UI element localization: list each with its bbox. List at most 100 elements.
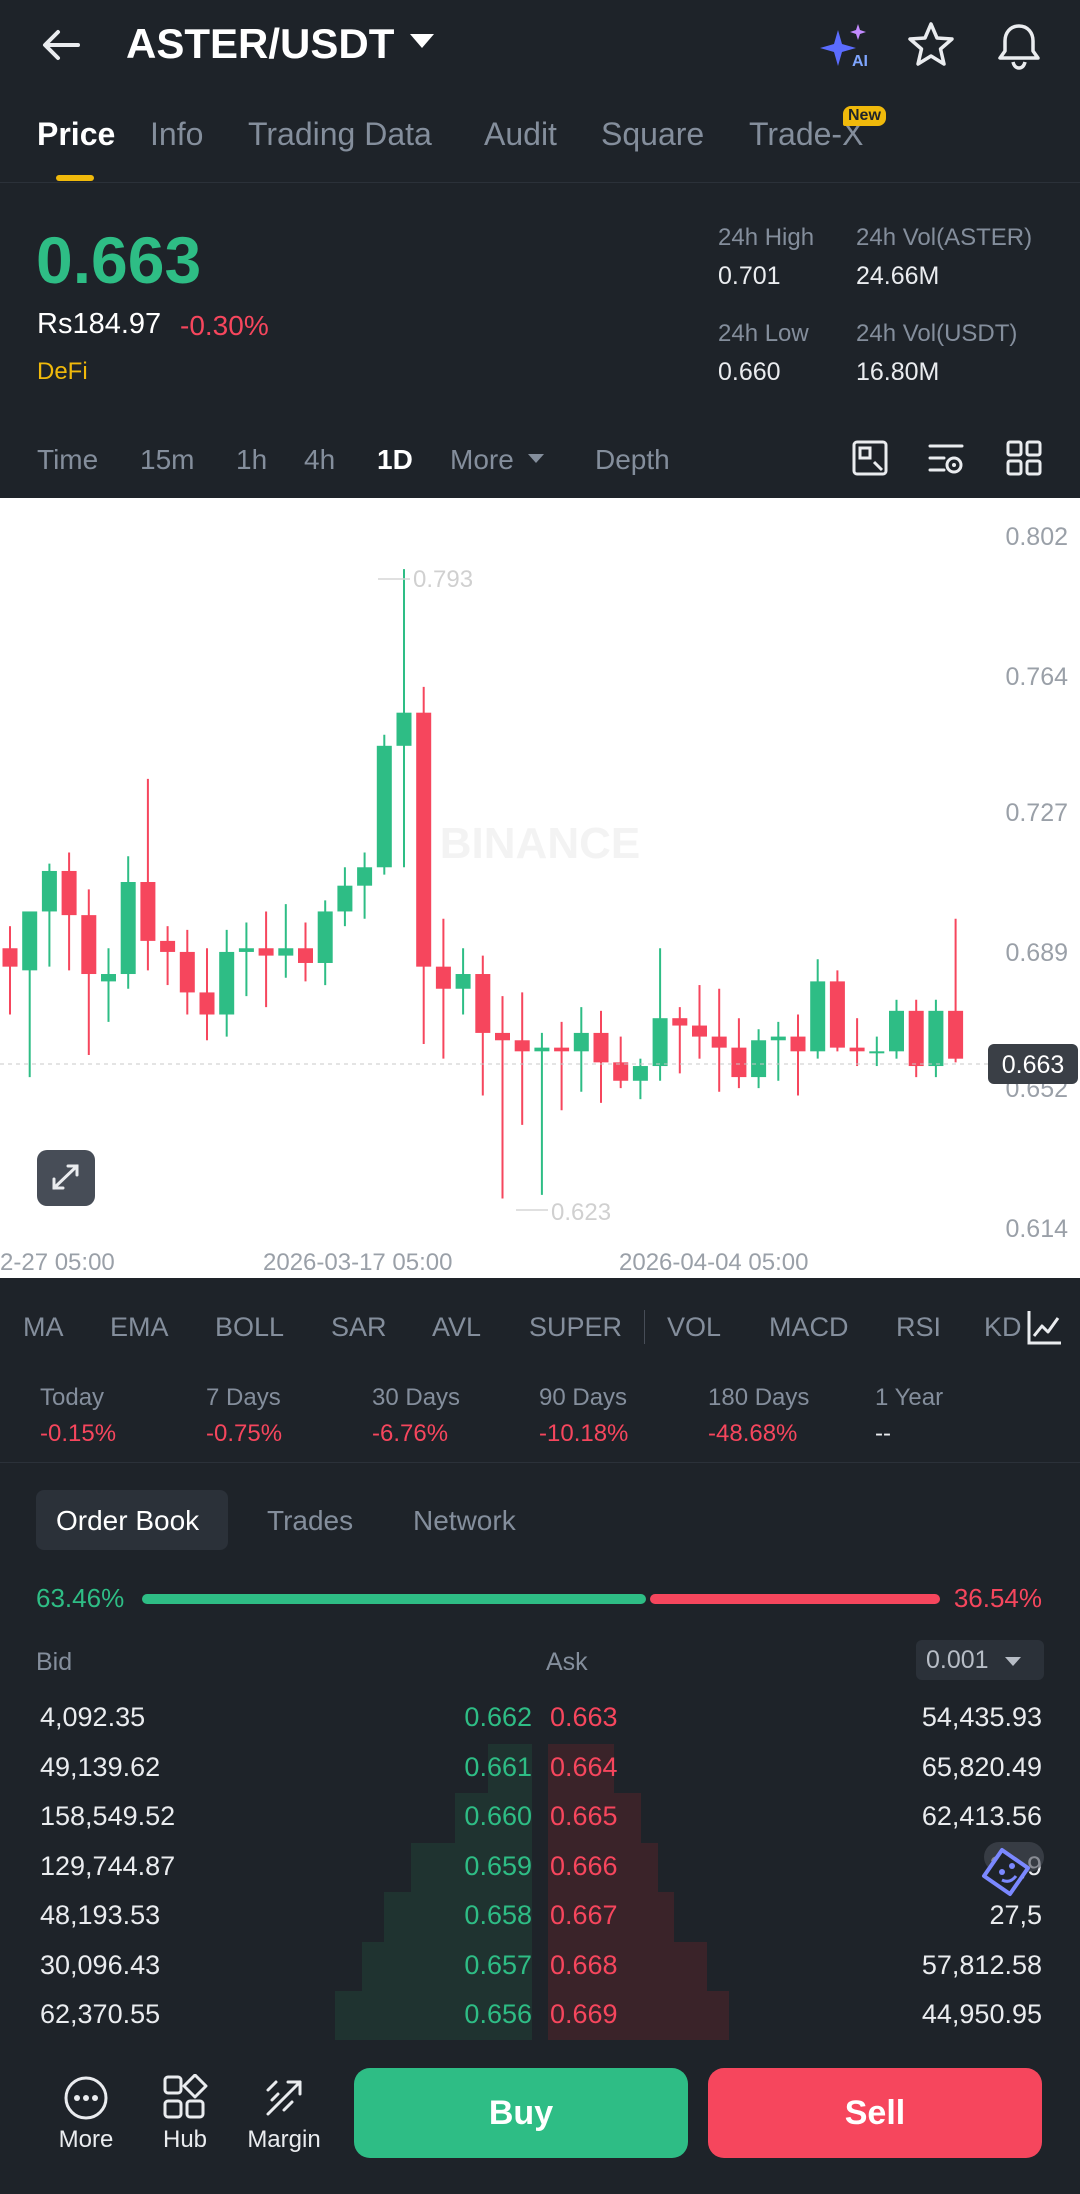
ask-quantity[interactable]: 54,435.93 <box>921 1702 1042 1732</box>
ask-quantity[interactable]: 27,5 <box>989 1900 1042 1930</box>
bid-quantity[interactable]: 62,370.55 <box>40 1999 161 2029</box>
candle-body[interactable] <box>889 1010 904 1052</box>
candle-body[interactable] <box>120 882 136 975</box>
candle-body[interactable] <box>2 948 18 967</box>
bid-quantity[interactable]: 49,139.62 <box>40 1751 161 1782</box>
nav-hub-label[interactable]: Hub <box>162 2126 208 2153</box>
ask-price[interactable]: 0.668 <box>550 1949 618 1980</box>
bell-icon[interactable] <box>992 18 1046 72</box>
candle-body[interactable] <box>731 1047 747 1078</box>
candle-body[interactable] <box>593 1032 609 1063</box>
chart-settings-icon[interactable] <box>850 438 890 478</box>
candle-body[interactable] <box>908 1010 924 1067</box>
tf-4h[interactable]: 4h <box>304 444 336 475</box>
candle-body[interactable] <box>534 1047 550 1052</box>
indicator-rsi[interactable]: RSI <box>896 1312 942 1342</box>
tab-order-book[interactable]: Order Book <box>56 1505 200 1536</box>
candle-body[interactable] <box>416 712 432 967</box>
tab-trades[interactable]: Trades <box>267 1505 354 1536</box>
candle-body[interactable] <box>751 1040 767 1078</box>
candle-body[interactable] <box>928 1010 944 1067</box>
candle-body[interactable] <box>829 981 845 1048</box>
candle-body[interactable] <box>475 974 491 1033</box>
candle-body[interactable] <box>199 992 215 1015</box>
candle-body[interactable] <box>140 882 156 941</box>
candle-body[interactable] <box>869 1051 885 1054</box>
candle-body[interactable] <box>396 712 412 746</box>
candle-body[interactable] <box>672 1018 688 1026</box>
ask-price[interactable]: 0.663 <box>550 1702 618 1732</box>
indicator-macd[interactable]: MACD <box>769 1312 849 1342</box>
ask-price[interactable]: 0.664 <box>550 1751 618 1782</box>
indicator-kd[interactable]: KD <box>984 1312 1022 1342</box>
candle-body[interactable] <box>376 745 392 868</box>
candle-body[interactable] <box>455 974 471 989</box>
more-caret-icon[interactable] <box>528 454 544 463</box>
candle-body[interactable] <box>337 885 353 912</box>
ask-quantity[interactable]: 65,820.49 <box>921 1751 1042 1782</box>
candle-body[interactable] <box>298 948 313 963</box>
star-icon[interactable] <box>906 20 956 70</box>
candle-body[interactable] <box>613 1062 629 1081</box>
bid-quantity[interactable]: 158,549.52 <box>40 1801 176 1831</box>
buy-button[interactable]: Buy <box>354 2068 688 2158</box>
ask-price[interactable]: 0.669 <box>550 1999 618 2029</box>
candle-body[interactable] <box>948 1010 964 1059</box>
bid-quantity[interactable]: 30,096.43 <box>40 1949 161 1980</box>
bid-quantity[interactable]: 129,744.87 <box>40 1850 176 1881</box>
candle-body[interactable] <box>278 948 294 956</box>
candle-body[interactable] <box>810 981 826 1052</box>
candle-body[interactable] <box>317 911 333 963</box>
pair-title[interactable]: ASTER/USDT <box>126 20 395 67</box>
candle-body[interactable] <box>435 966 451 989</box>
ask-price[interactable]: 0.667 <box>550 1900 618 1930</box>
tab-network[interactable]: Network <box>413 1505 516 1536</box>
bid-quantity[interactable]: 48,193.53 <box>40 1900 161 1930</box>
bid-price[interactable]: 0.662 <box>464 1702 532 1732</box>
candle-body[interactable] <box>357 867 373 886</box>
tab-info[interactable]: Info <box>150 116 204 152</box>
candle-body[interactable] <box>238 948 254 952</box>
grid-layout-icon[interactable] <box>1004 438 1044 478</box>
ask-quantity[interactable]: 44,950.95 <box>921 1999 1042 2029</box>
candle-body[interactable] <box>22 911 38 971</box>
candle-body[interactable] <box>41 870 57 912</box>
indicator-sar[interactable]: SAR <box>331 1312 387 1342</box>
candle-body[interactable] <box>81 915 97 975</box>
candle-body[interactable] <box>514 1040 530 1052</box>
nav-more-label[interactable]: More <box>58 2126 114 2153</box>
ask-quantity[interactable]: 57,812.58 <box>921 1949 1042 1980</box>
candle-body[interactable] <box>61 870 77 916</box>
back-arrow-icon[interactable] <box>36 20 86 70</box>
ask-price[interactable]: 0.666 <box>550 1850 618 1881</box>
tf-depth[interactable]: Depth <box>595 444 670 475</box>
tf-15m[interactable]: 15m <box>140 444 195 475</box>
candle-body[interactable] <box>573 1032 589 1052</box>
caret-down-icon[interactable] <box>1005 1657 1021 1666</box>
indicator-settings-icon[interactable] <box>926 438 966 478</box>
tf-1h[interactable]: 1h <box>236 444 268 475</box>
indicator-avl[interactable]: AVL <box>432 1312 482 1342</box>
tab-audit[interactable]: Audit <box>484 116 557 152</box>
candle-body[interactable] <box>632 1066 648 1081</box>
candle-body[interactable] <box>101 974 116 982</box>
sector-tag[interactable]: DeFi <box>37 358 88 385</box>
tab-price[interactable]: Price <box>37 116 116 152</box>
tf-more[interactable]: More <box>450 444 514 475</box>
tab-trading-data[interactable]: Trading Data <box>248 116 432 152</box>
candle-body[interactable] <box>495 1032 510 1041</box>
ai-sparkle-icon[interactable]: AI <box>818 22 872 70</box>
candle-body[interactable] <box>790 1036 806 1052</box>
candle-body[interactable] <box>179 951 195 993</box>
bid-price[interactable]: 0.661 <box>464 1751 532 1782</box>
sell-button[interactable]: Sell <box>708 2068 1042 2158</box>
candle-body[interactable] <box>849 1047 865 1052</box>
candle-body[interactable] <box>258 948 274 956</box>
indicator-super[interactable]: SUPER <box>529 1312 623 1342</box>
tab-square[interactable]: Square <box>601 116 705 152</box>
indicator-ema[interactable]: EMA <box>110 1312 169 1342</box>
candle-body[interactable] <box>554 1047 570 1052</box>
more-dots-icon[interactable] <box>62 2074 110 2122</box>
indicator-boll[interactable]: BOLL <box>215 1312 285 1342</box>
